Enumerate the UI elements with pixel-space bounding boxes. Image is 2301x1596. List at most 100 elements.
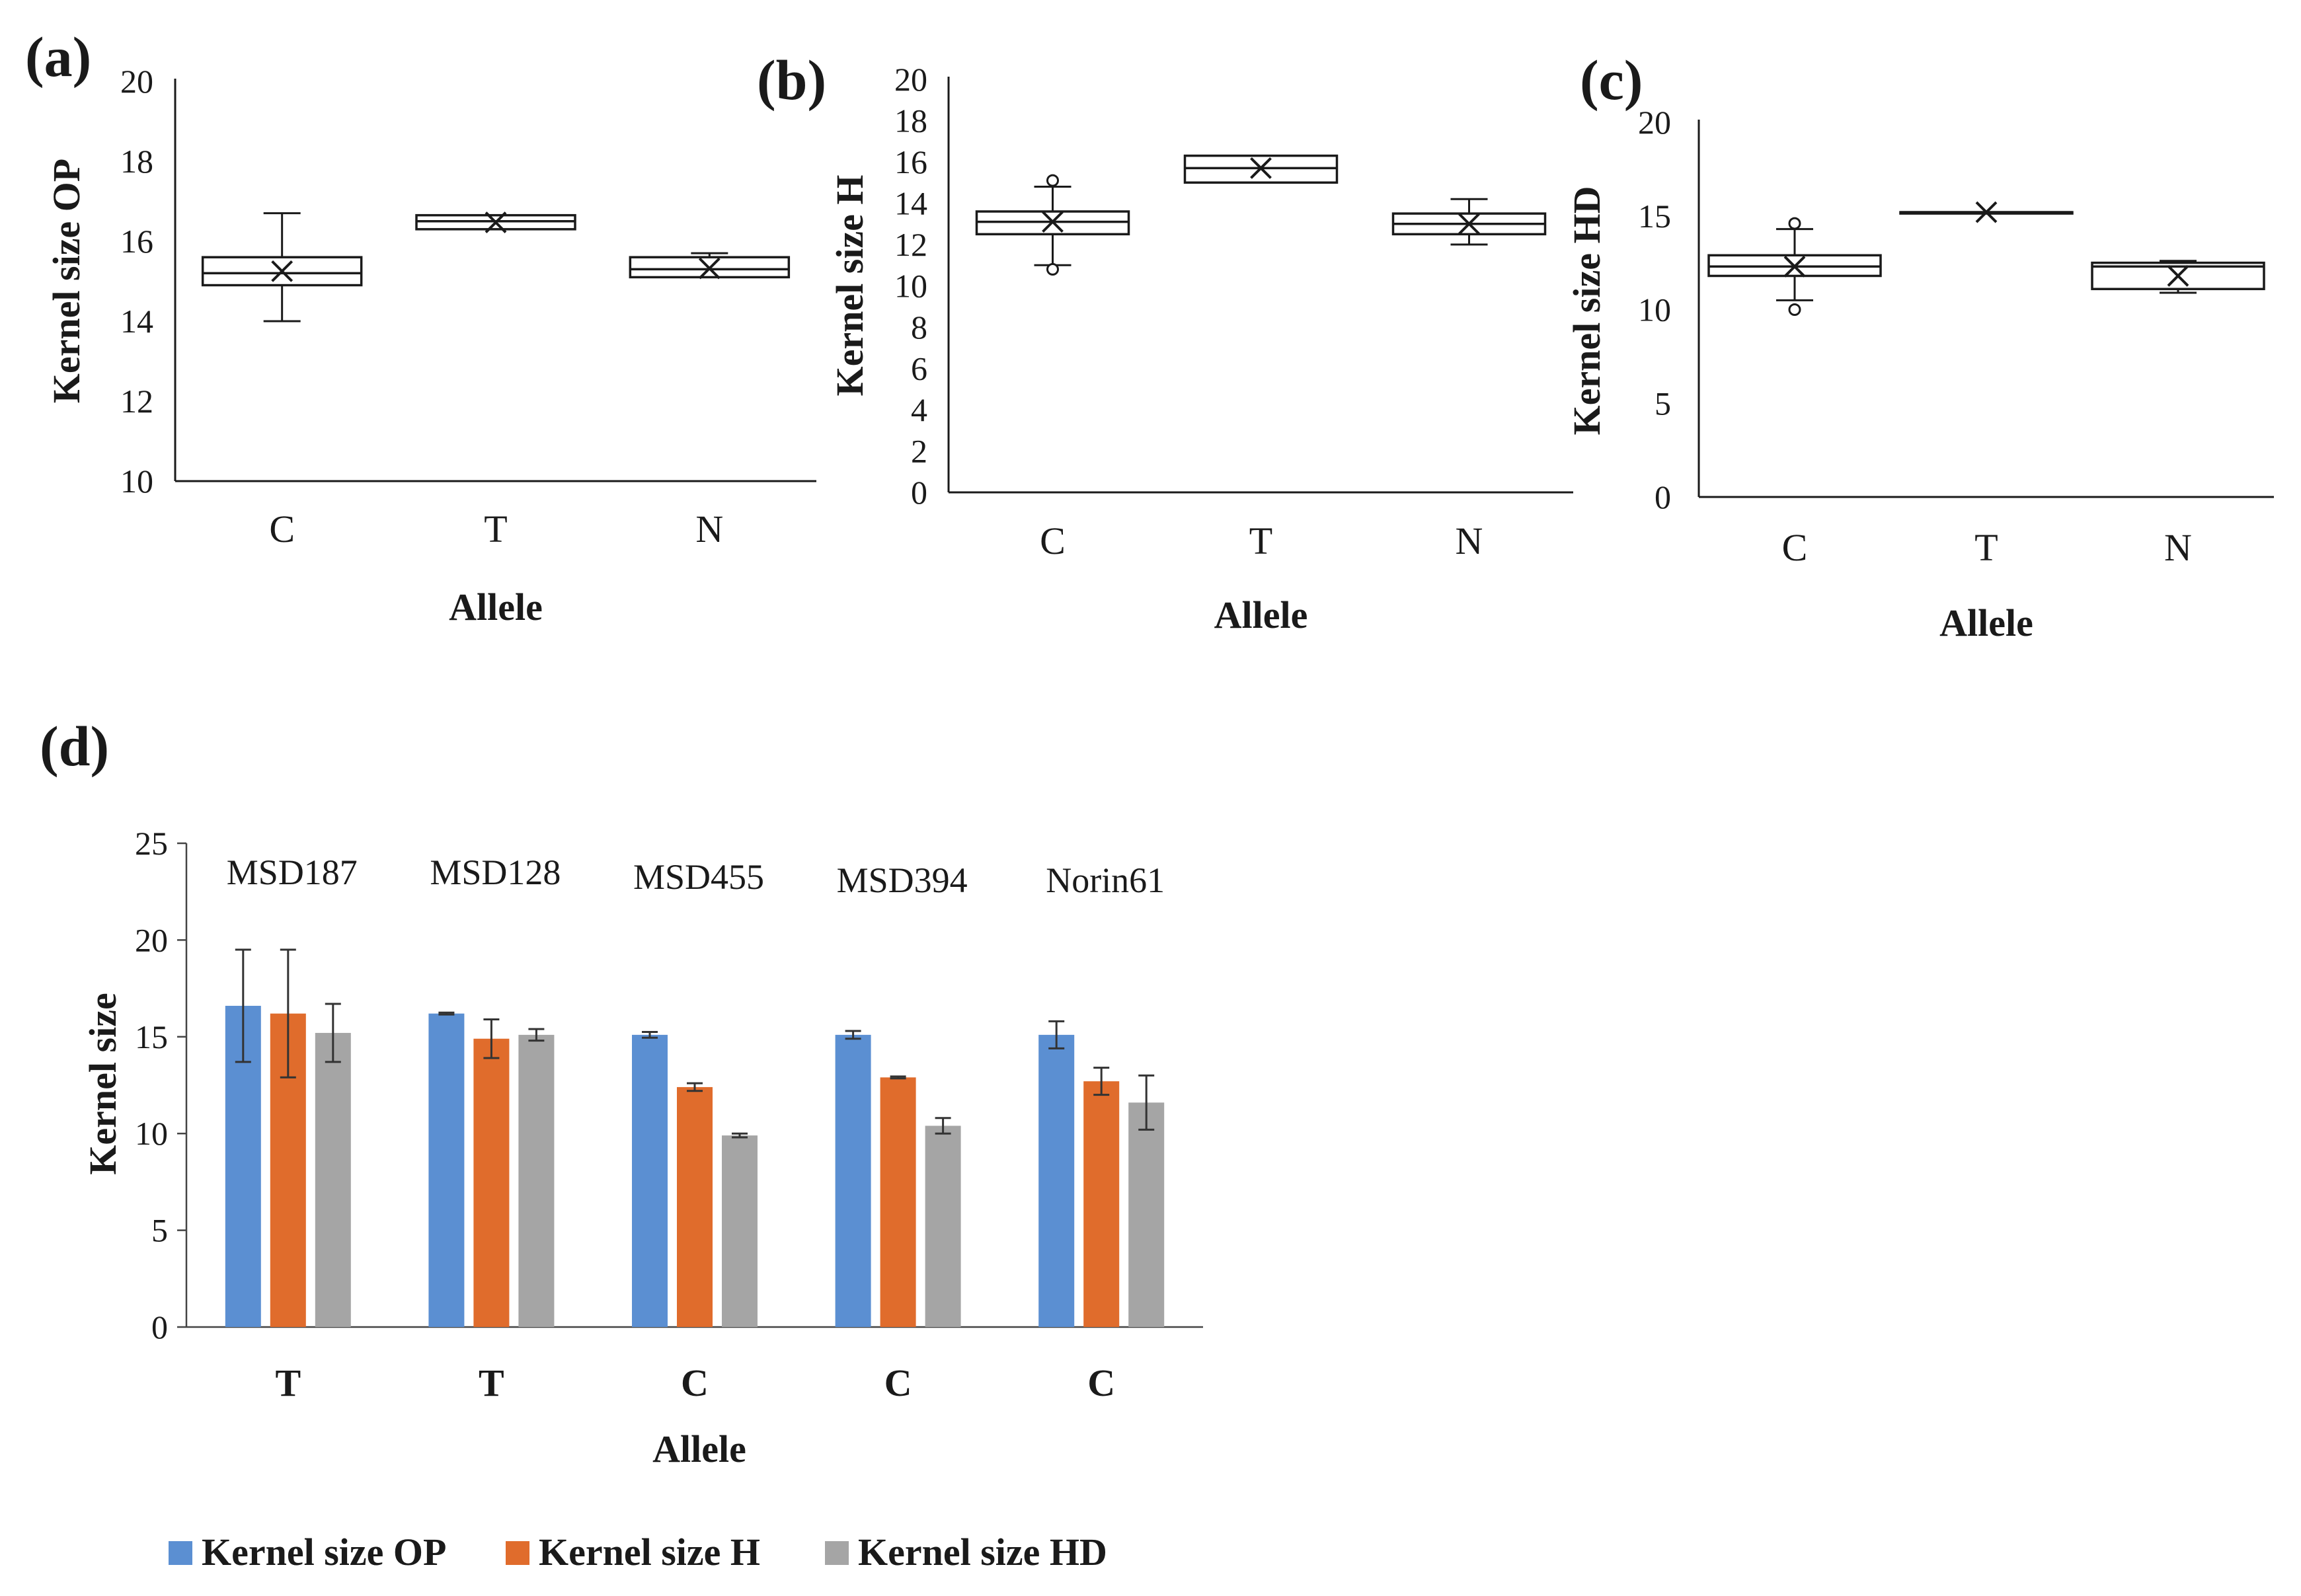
y-axis-title: Kernel size H <box>828 174 871 396</box>
variety-label: MSD128 <box>430 853 561 892</box>
y-tick-label: 0 <box>1655 478 1671 515</box>
x-category-label: T <box>484 508 507 551</box>
bar <box>632 1034 668 1327</box>
legend-label: Kernel size OP <box>202 1531 446 1574</box>
x-category-label: C <box>1040 519 1066 562</box>
y-tick-label: 10 <box>120 463 153 500</box>
y-tick-label: 25 <box>135 825 168 862</box>
variety-label: MSD187 <box>227 853 358 892</box>
y-tick-label: 18 <box>894 102 927 139</box>
mean-marker-stroke <box>2167 265 2189 287</box>
bar <box>925 1125 961 1327</box>
bar <box>722 1135 758 1327</box>
y-tick-label: 12 <box>120 383 153 420</box>
mean-marker <box>698 257 721 280</box>
y-tick-label: 8 <box>911 309 927 346</box>
x-category-label: T <box>479 1361 504 1404</box>
x-category-label: C <box>681 1361 709 1404</box>
mean-marker-stroke <box>1975 201 1998 223</box>
mean-marker <box>1458 213 1480 235</box>
x-axis-title: Allele <box>449 586 543 628</box>
outlier-point <box>1788 303 1801 316</box>
x-axis-title: Allele <box>1214 593 1308 636</box>
outlier-point <box>1046 174 1059 187</box>
x-category-label: N <box>2164 526 2192 569</box>
panel-label-b: (b) <box>757 48 826 112</box>
y-tick-label: 2 <box>911 433 927 470</box>
variety-label: MSD394 <box>837 860 968 900</box>
y-tick-label: 12 <box>894 226 927 263</box>
y-tick-label: 20 <box>135 921 168 958</box>
x-category-label: C <box>1087 1361 1115 1404</box>
y-axis-title: Kernel size OP <box>45 159 88 403</box>
y-tick-label: 14 <box>120 303 153 340</box>
x-category-label: T <box>1974 526 1998 569</box>
y-tick-label: 5 <box>1655 385 1671 422</box>
box-chart-b: 0 2 4 6 8 10 12 14 16 18 20 Kernel size H Allele C T N <box>828 61 1573 636</box>
y-tick-label: 5 <box>151 1212 168 1249</box>
bar <box>1083 1081 1120 1327</box>
box-chart-a: 10 12 14 16 18 20 Kernel size OP Allele C T N <box>45 63 816 628</box>
panel-label-c: (c) <box>1580 48 1643 112</box>
bar <box>677 1086 713 1327</box>
bar <box>518 1034 555 1327</box>
panel-label-d: (d) <box>40 714 109 778</box>
legend: Kernel size OP Kernel size H Kernel size H… <box>169 1531 1107 1574</box>
legend-swatch <box>169 1541 192 1565</box>
y-tick-label: 10 <box>135 1115 168 1152</box>
y-tick-label: 14 <box>894 185 927 222</box>
y-tick-label: 20 <box>120 63 153 100</box>
outlier-point <box>1788 217 1801 230</box>
mean-marker <box>2167 265 2189 287</box>
x-category-label: C <box>269 508 295 551</box>
legend-swatch <box>506 1541 529 1565</box>
y-axis-title: Kernel size <box>81 993 124 1174</box>
mean-marker <box>1975 201 1998 223</box>
mean-marker-stroke <box>698 257 721 280</box>
mean-marker-stroke <box>1458 213 1480 235</box>
y-tick-label: 6 <box>911 350 927 387</box>
x-category-label: T <box>1249 519 1272 562</box>
variety-label: Norin61 <box>1046 860 1165 900</box>
box-chart-c: 0 5 10 15 20 Kernel size HD Allele C T N <box>1565 104 2274 644</box>
bar-chart-d: 0 5 10 15 20 25 Kernel size Allele T MSD187 T MSD12… <box>81 825 1203 1470</box>
mean-marker <box>1783 255 1806 278</box>
outlier-point <box>1046 263 1059 276</box>
y-tick-label: 10 <box>894 268 927 305</box>
x-category-label: N <box>695 508 723 551</box>
x-category-label: T <box>275 1361 301 1404</box>
box-iqr <box>629 256 791 279</box>
bar <box>880 1077 916 1327</box>
legend-label: Kernel size HD <box>858 1531 1107 1574</box>
y-tick-label: 20 <box>894 61 927 98</box>
panel-label-a: (a) <box>25 25 91 89</box>
y-tick-label: 16 <box>894 143 927 180</box>
y-axis-title: Kernel size HD <box>1565 186 1608 436</box>
bar <box>835 1034 871 1327</box>
variety-label: MSD455 <box>633 857 764 897</box>
y-tick-label: 20 <box>1638 104 1671 141</box>
y-tick-label: 18 <box>120 143 153 180</box>
y-tick-label: 0 <box>151 1309 168 1346</box>
y-tick-label: 0 <box>911 474 927 511</box>
bar <box>473 1038 510 1327</box>
y-tick-label: 4 <box>911 391 927 428</box>
x-category-label: C <box>884 1361 912 1404</box>
y-tick-label: 15 <box>1638 198 1671 235</box>
mean-marker <box>271 260 293 282</box>
bar <box>1128 1102 1165 1327</box>
box-iqr <box>201 256 363 287</box>
mean-marker-stroke <box>485 211 507 233</box>
mean-marker <box>1042 211 1064 233</box>
x-category-label: N <box>1456 519 1483 562</box>
y-tick-label: 16 <box>120 223 153 260</box>
mean-marker <box>1250 157 1272 179</box>
mean-marker-stroke <box>271 260 293 282</box>
mean-marker <box>485 211 507 233</box>
legend-swatch <box>825 1541 849 1565</box>
legend-label: Kernel size H <box>539 1531 760 1574</box>
mean-marker-stroke <box>1042 211 1064 233</box>
x-axis-title: Allele <box>652 1427 746 1470</box>
bar <box>1038 1034 1075 1327</box>
bar <box>428 1013 465 1327</box>
